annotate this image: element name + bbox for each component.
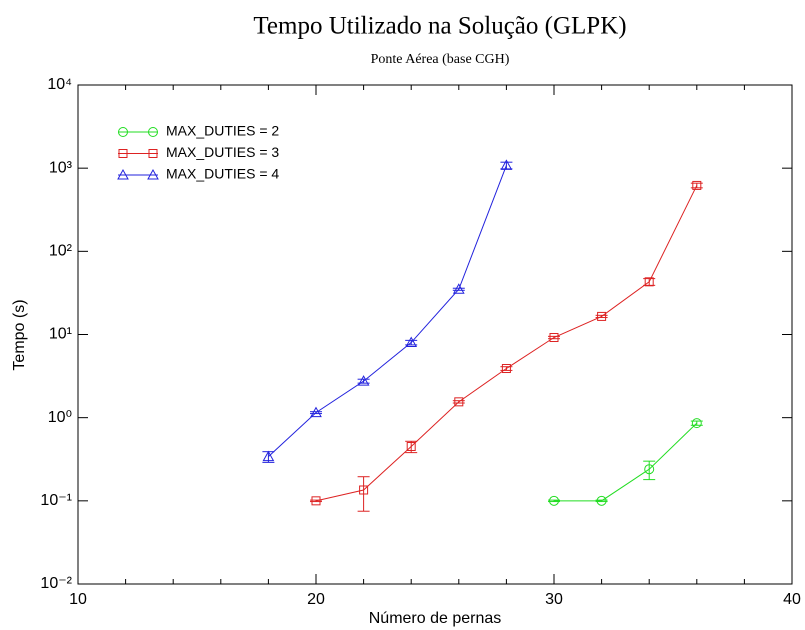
marker [357,375,370,386]
marker [359,485,369,495]
series-line [554,422,698,502]
legend-label: MAX_DUTIES = 4 [166,166,279,182]
marker [596,495,607,506]
y-tick-label: 10⁰ [48,409,72,426]
x-tick-label: 40 [783,591,801,608]
marker [148,127,158,137]
marker [117,168,129,180]
y-tick-label: 10⁻² [40,575,72,592]
marker [500,159,513,170]
marker [406,442,416,452]
y-axis-label: Tempo (s) [11,299,28,370]
x-tick-label: 30 [545,591,563,608]
marker [644,277,654,287]
y-tick-label: 10² [49,243,73,260]
x-tick-label: 10 [69,591,87,608]
marker [118,149,128,158]
marker [118,127,128,137]
series-line [268,165,507,457]
chart-title: Tempo Utilizado na Solução (GLPK) [253,13,626,40]
x-axis-label: Número de pernas [369,610,502,627]
y-tick-label: 10³ [49,159,73,176]
marker [597,311,607,321]
marker [691,418,702,429]
marker [501,364,511,374]
marker [310,406,322,418]
marker [405,336,418,348]
marker [644,464,655,475]
marker [452,283,465,294]
legend-label: MAX_DUTIES = 2 [166,123,279,139]
marker [454,397,464,407]
legend-label: MAX_DUTIES = 3 [166,144,279,160]
marker [148,149,158,158]
y-tick-label: 10⁴ [47,76,72,93]
series-line [315,185,698,502]
marker [311,496,321,506]
chart-subtitle: Ponte Aérea (base CGH) [371,52,510,67]
marker [549,333,559,343]
marker [549,495,559,506]
x-tick-label: 20 [307,591,325,608]
marker [147,168,159,180]
y-tick-label: 10¹ [49,326,72,343]
y-tick-label: 10⁻¹ [40,492,72,509]
marker [262,450,275,462]
marker [692,180,702,190]
